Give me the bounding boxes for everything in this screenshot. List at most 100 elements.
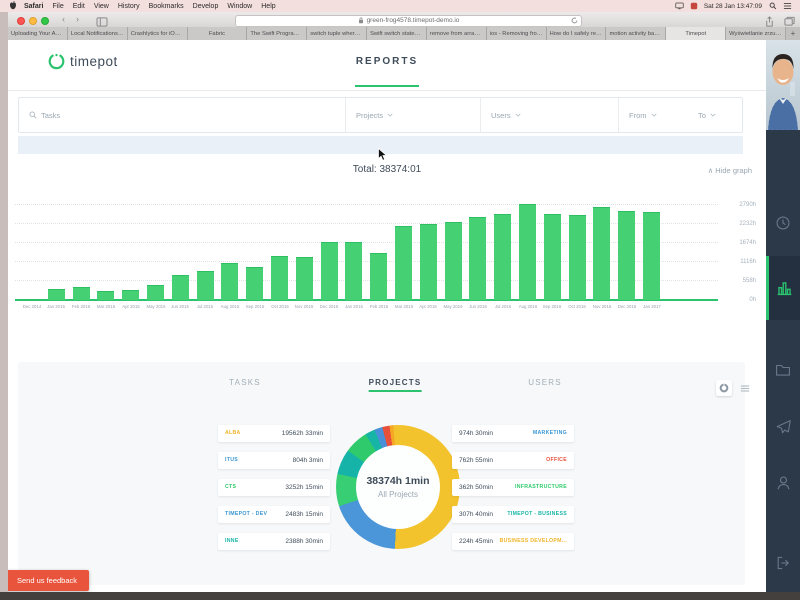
bar-feb-2016[interactable] [370, 253, 388, 300]
menu-file[interactable]: File [52, 2, 64, 10]
project-chip[interactable]: CTS 3252h 15min [218, 478, 330, 496]
reload-icon[interactable] [571, 16, 578, 26]
user-avatar[interactable] [766, 40, 800, 130]
browser-tab[interactable]: Swift switch statement on s... [367, 27, 427, 40]
menu-view[interactable]: View [93, 2, 109, 10]
bar-jun-2015[interactable] [171, 274, 189, 300]
sidebar-item-reports[interactable] [766, 256, 800, 320]
bar-mar-2015[interactable] [97, 290, 115, 300]
menu-window[interactable]: Window [227, 2, 253, 10]
bar-jan-2015[interactable] [47, 288, 65, 300]
menu-safari[interactable]: Safari [24, 2, 44, 10]
browser-tab[interactable]: Wyświetlanie zrzutów ekra... [726, 27, 786, 40]
list-view-button[interactable] [737, 380, 753, 396]
menu-bookmarks[interactable]: Bookmarks [148, 2, 184, 10]
bar-jan-2017[interactable] [643, 212, 660, 300]
project-chip[interactable]: 307h 40min TIMEPOT - BUSINESS [452, 505, 574, 523]
bar-nov-2015[interactable] [295, 256, 313, 300]
share-icon[interactable] [764, 14, 775, 32]
projects-donut-chart[interactable]: 38374h 1min All Projects [336, 425, 460, 549]
projects-filter-dropdown[interactable]: Projects [346, 98, 481, 132]
bar-aug-2016[interactable] [519, 203, 536, 300]
timepot-logo[interactable]: timepot [48, 53, 118, 70]
bar-may-2016[interactable] [444, 221, 462, 300]
browser-tab[interactable]: Local Notifications with iOS... [67, 27, 128, 40]
sidebar-item-team[interactable] [766, 466, 800, 500]
menu-develop[interactable]: Develop [192, 2, 219, 10]
spotlight-icon[interactable] [769, 2, 777, 10]
menu-bar-clock[interactable]: Sat 28 Jan 13:47:09 [703, 2, 762, 10]
bar-dec-2014[interactable] [23, 298, 40, 300]
donut-view-button[interactable] [716, 380, 732, 396]
hide-graph-link[interactable]: ∧ Hide graph [707, 166, 752, 175]
browser-tab[interactable]: motion activity background... [606, 27, 667, 40]
menu-edit[interactable]: Edit [72, 2, 85, 10]
new-tab-button[interactable]: + [785, 27, 800, 40]
sidebar-toggle-icon[interactable] [96, 14, 108, 32]
menu-history[interactable]: History [117, 2, 140, 10]
browser-tab[interactable]: remove from array while ite... [426, 27, 487, 40]
project-chip[interactable]: 974h 30min MARKETING [452, 424, 574, 442]
bar-may-2015[interactable] [147, 285, 164, 300]
sidebar-item-logout[interactable] [766, 546, 800, 580]
sidebar-item-timer[interactable] [766, 206, 800, 240]
nav-tab-reports[interactable]: REPORTS [355, 56, 419, 67]
project-chip[interactable]: ITUS 804h 3min [218, 451, 330, 469]
project-chip[interactable]: 362h 50min INFRASTRUCTURE [452, 478, 574, 496]
from-date-dropdown[interactable]: From [629, 111, 657, 120]
users-filter-dropdown[interactable]: Users [481, 98, 619, 132]
bar-jul-2016[interactable] [494, 213, 512, 300]
project-chip[interactable]: INNE 2388h 30min [218, 532, 330, 550]
to-date-dropdown[interactable]: To [698, 111, 716, 120]
apple-menu-icon[interactable] [9, 0, 17, 12]
browser-tab[interactable]: ios - Removing from array d... [486, 27, 547, 40]
browser-tab[interactable]: Uploading Your App to iTun... [8, 27, 68, 40]
summary-tab-users[interactable]: USERS [528, 378, 562, 387]
window-close-button[interactable] [17, 16, 25, 25]
notification-center-icon[interactable] [783, 2, 792, 10]
address-bar[interactable]: green-frog4578.timepot-demo.io [235, 14, 582, 27]
bar-jul-2015[interactable] [196, 270, 214, 300]
bar-jun-2016[interactable] [469, 216, 487, 300]
bar-dec-2015[interactable] [320, 241, 338, 300]
feedback-button[interactable]: Send us feedback [8, 570, 89, 591]
browser-tab[interactable]: The Swift Programming Lan... [247, 27, 308, 40]
browser-tab[interactable]: Fabric [187, 27, 248, 40]
window-minimize-button[interactable] [29, 16, 37, 25]
project-chip[interactable]: ALBA 19562h 33min [218, 424, 330, 442]
summary-tab-tasks[interactable]: TASKS [229, 378, 261, 387]
bar-nov-2016[interactable] [593, 206, 611, 300]
bar-sep-2016[interactable] [543, 213, 561, 300]
back-button[interactable]: ‹ [62, 14, 65, 24]
bar-apr-2016[interactable] [419, 223, 437, 300]
window-zoom-button[interactable] [41, 16, 49, 25]
browser-tab[interactable]: How do I safely remove fro... [546, 27, 607, 40]
tasks-search-input[interactable]: Tasks [19, 98, 346, 132]
x-axis-tick: Jul 2016 [494, 305, 511, 310]
y-axis-tick: 2790h [739, 201, 756, 208]
browser-tab[interactable]: Timepot [666, 27, 727, 40]
browser-tab[interactable]: switch tuple where - Googl... [307, 27, 368, 40]
report-totals-row[interactable] [18, 136, 743, 154]
project-chip[interactable]: TIMEPOT - DEV 2483h 15min [218, 505, 330, 523]
project-chip[interactable]: 224h 45min BUSINESS DEVELOPM... [452, 532, 574, 550]
tab-overview-icon[interactable] [784, 14, 795, 32]
bar-oct-2015[interactable] [271, 255, 288, 300]
bar-dec-2016[interactable] [618, 211, 636, 300]
bar-mar-2016[interactable] [395, 226, 412, 300]
project-chip[interactable]: 762h 55min OFFICE [452, 451, 574, 469]
bar-feb-2015[interactable] [72, 287, 90, 300]
bar-oct-2016[interactable] [568, 214, 586, 300]
sidebar-item-projects[interactable] [766, 352, 800, 386]
bar-aug-2015[interactable] [221, 262, 239, 300]
menu-help[interactable]: Help [261, 2, 276, 10]
bar-sep-2015[interactable] [246, 266, 264, 300]
summary-tab-projects[interactable]: PROJECTS [368, 378, 422, 392]
display-status-icon[interactable] [675, 2, 684, 10]
browser-tab[interactable]: Crashlytics for iOS - Fabric... [127, 27, 188, 40]
sidebar-item-invite[interactable] [766, 410, 800, 444]
forward-button[interactable]: › [76, 14, 79, 24]
app-status-icon[interactable] [690, 2, 698, 10]
bar-apr-2015[interactable] [122, 289, 140, 300]
bar-jan-2016[interactable] [345, 241, 363, 300]
